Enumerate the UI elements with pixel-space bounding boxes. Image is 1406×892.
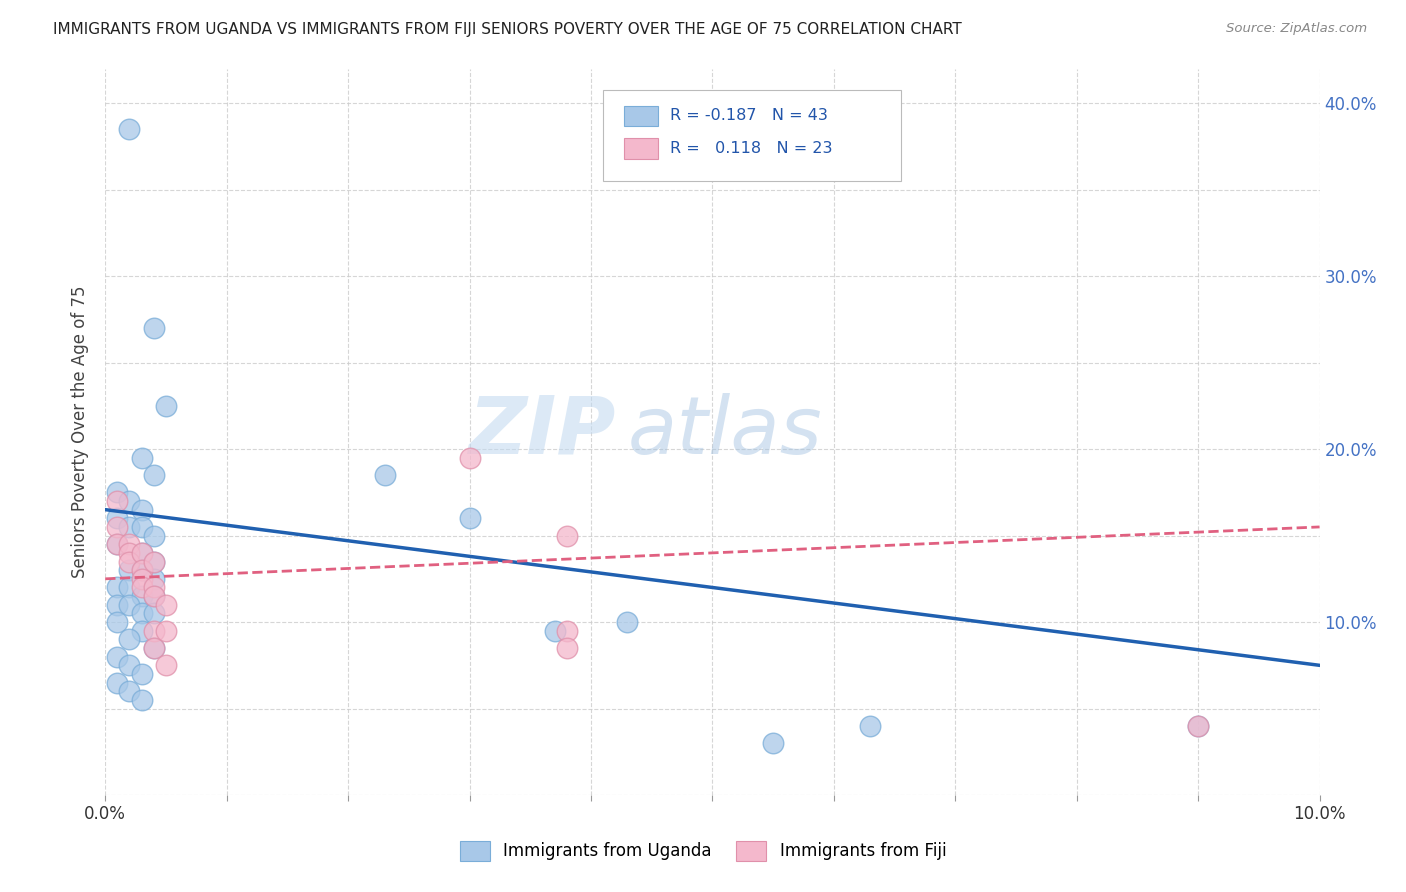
Point — [1187, 719, 1209, 733]
Point — [142, 640, 165, 655]
Point — [105, 485, 128, 500]
Point — [155, 658, 177, 673]
Point — [142, 589, 165, 603]
Point — [458, 450, 481, 465]
Point — [131, 667, 153, 681]
Y-axis label: Seniors Poverty Over the Age of 75: Seniors Poverty Over the Age of 75 — [72, 285, 89, 578]
Point — [105, 520, 128, 534]
Bar — [624, 138, 658, 159]
Point — [155, 399, 177, 413]
Point — [555, 528, 578, 542]
Point — [105, 581, 128, 595]
Point — [373, 468, 395, 483]
Point — [105, 598, 128, 612]
Point — [142, 555, 165, 569]
Point — [105, 537, 128, 551]
Text: atlas: atlas — [627, 392, 823, 471]
Point — [131, 502, 153, 516]
Point — [118, 581, 141, 595]
Legend: Immigrants from Uganda, Immigrants from Fiji: Immigrants from Uganda, Immigrants from … — [453, 834, 953, 868]
Point — [142, 468, 165, 483]
Point — [555, 640, 578, 655]
Point — [105, 537, 128, 551]
Point — [142, 607, 165, 621]
Point — [118, 658, 141, 673]
Point — [762, 736, 785, 750]
Point — [105, 649, 128, 664]
Point — [105, 615, 128, 629]
Point — [142, 555, 165, 569]
Point — [131, 624, 153, 638]
Point — [142, 624, 165, 638]
Text: IMMIGRANTS FROM UGANDA VS IMMIGRANTS FROM FIJI SENIORS POVERTY OVER THE AGE OF 7: IMMIGRANTS FROM UGANDA VS IMMIGRANTS FRO… — [53, 22, 962, 37]
Point — [118, 598, 141, 612]
Point — [142, 589, 165, 603]
Point — [118, 684, 141, 698]
Point — [118, 563, 141, 577]
Point — [131, 450, 153, 465]
Point — [131, 520, 153, 534]
Point — [142, 528, 165, 542]
Point — [555, 624, 578, 638]
Point — [105, 511, 128, 525]
Point — [543, 624, 565, 638]
Point — [131, 693, 153, 707]
Point — [118, 546, 141, 560]
Text: Source: ZipAtlas.com: Source: ZipAtlas.com — [1226, 22, 1367, 36]
Point — [616, 615, 638, 629]
Point — [155, 598, 177, 612]
Point — [131, 563, 153, 577]
Point — [118, 537, 141, 551]
Point — [118, 632, 141, 647]
Point — [131, 546, 153, 560]
Point — [142, 581, 165, 595]
Point — [458, 511, 481, 525]
Text: R = -0.187   N = 43: R = -0.187 N = 43 — [669, 108, 828, 123]
Point — [105, 494, 128, 508]
Point — [118, 122, 141, 136]
Point — [1187, 719, 1209, 733]
Point — [118, 494, 141, 508]
Bar — [624, 105, 658, 126]
Point — [131, 581, 153, 595]
Text: R =   0.118   N = 23: R = 0.118 N = 23 — [669, 141, 832, 156]
Point — [859, 719, 882, 733]
Text: ZIP: ZIP — [468, 392, 616, 471]
Point — [118, 520, 141, 534]
Point — [105, 675, 128, 690]
Point — [118, 555, 141, 569]
Point — [142, 640, 165, 655]
Point — [142, 321, 165, 335]
Point — [131, 563, 153, 577]
Point — [131, 546, 153, 560]
Point — [131, 572, 153, 586]
FancyBboxPatch shape — [603, 90, 901, 181]
Point — [155, 624, 177, 638]
Point — [131, 607, 153, 621]
Point — [142, 572, 165, 586]
Point — [131, 589, 153, 603]
